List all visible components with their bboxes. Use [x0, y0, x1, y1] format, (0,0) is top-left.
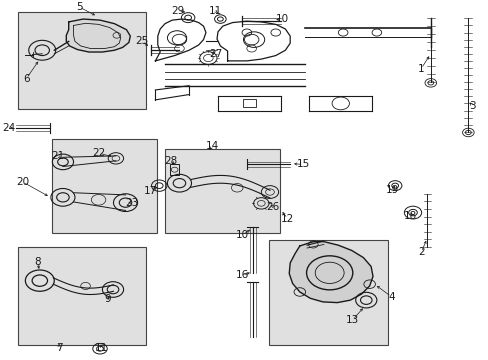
- Text: 13: 13: [346, 315, 359, 325]
- Text: 25: 25: [135, 36, 148, 46]
- Text: 10: 10: [275, 14, 288, 24]
- Text: 1: 1: [417, 64, 424, 74]
- Bar: [268, 239, 387, 345]
- Bar: [18, 247, 145, 345]
- Text: 16: 16: [235, 270, 248, 280]
- Text: 14: 14: [205, 141, 218, 151]
- Bar: [243, 99, 256, 107]
- Bar: [52, 139, 157, 233]
- Text: 8: 8: [34, 257, 41, 267]
- Text: 4: 4: [387, 292, 394, 302]
- Text: 6: 6: [23, 73, 30, 84]
- Text: 9: 9: [104, 294, 110, 304]
- Text: 11: 11: [95, 343, 108, 353]
- Polygon shape: [288, 242, 372, 303]
- Text: 24: 24: [2, 122, 15, 132]
- Text: 22: 22: [92, 148, 105, 158]
- Text: 23: 23: [125, 198, 139, 208]
- Polygon shape: [66, 19, 130, 52]
- Text: 18: 18: [403, 211, 416, 221]
- Text: 20: 20: [17, 177, 29, 187]
- Text: 17: 17: [143, 186, 157, 196]
- Text: 7: 7: [56, 343, 62, 353]
- Text: 10: 10: [235, 230, 248, 240]
- Text: 28: 28: [164, 156, 177, 166]
- Bar: [164, 149, 279, 233]
- Text: 2: 2: [417, 247, 424, 257]
- Text: 15: 15: [296, 159, 310, 169]
- Text: 3: 3: [468, 101, 474, 111]
- Text: 27: 27: [208, 49, 222, 59]
- Text: 21: 21: [51, 151, 64, 161]
- Bar: [169, 165, 179, 175]
- Text: 11: 11: [208, 6, 222, 16]
- Text: 29: 29: [171, 6, 184, 16]
- Bar: [18, 12, 145, 109]
- Text: 5: 5: [76, 2, 82, 12]
- Text: 12: 12: [281, 213, 294, 224]
- Text: 19: 19: [385, 185, 398, 195]
- Text: 26: 26: [266, 202, 280, 212]
